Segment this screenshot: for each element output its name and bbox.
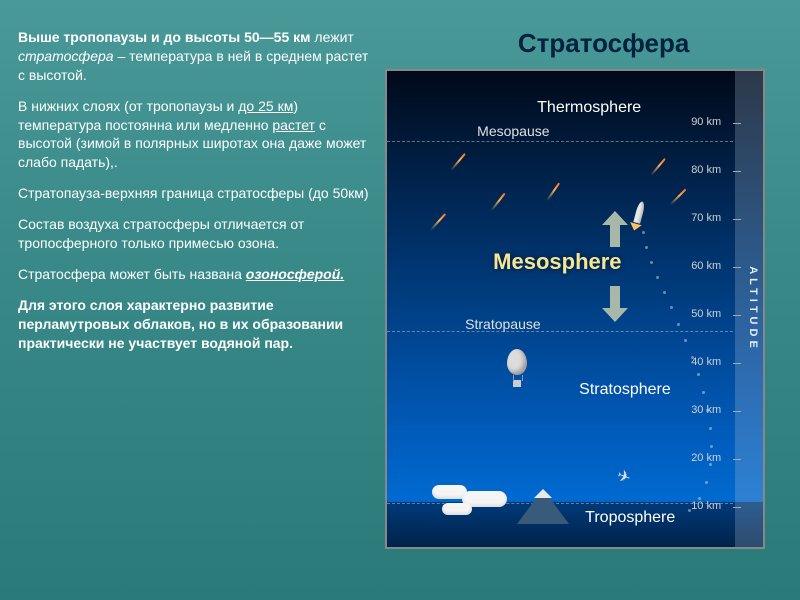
- slide-title: Стратосфера: [385, 28, 782, 59]
- meteor-icon: [650, 158, 666, 176]
- layer-mesopause: Mesopause: [477, 123, 549, 139]
- atmosphere-diagram: ALTITUDE 90 km 80 km 70 km 60 km 50 km 40 km 3…: [385, 69, 765, 549]
- altitude-tick: 90 km: [691, 116, 721, 128]
- mesosphere-arrow-up-icon: [602, 211, 628, 247]
- para-6: Для этого слоя характерно развитие перла…: [18, 296, 375, 353]
- ozonosphere-term: озоносферой.: [246, 266, 344, 282]
- meteor-icon: [546, 182, 560, 201]
- para-4: Состав воздуха стратосферы отличается от…: [18, 215, 375, 253]
- altitude-tick: 10 km: [691, 500, 721, 512]
- para-1: Выше тропопаузы и до высоты 50—55 км леж…: [18, 28, 375, 85]
- layer-thermosphere: Thermosphere: [537, 99, 641, 117]
- altitude-tick: 20 km: [691, 452, 721, 464]
- meteor-icon: [430, 213, 446, 231]
- balloon-icon: [507, 349, 527, 387]
- layer-stratopause: Stratopause: [465, 316, 541, 332]
- rocket-icon: [628, 200, 647, 232]
- layer-mesosphere: Mesosphere: [493, 249, 621, 275]
- cloud-icon: [442, 503, 472, 515]
- layer-stratosphere: Stratosphere: [579, 381, 671, 399]
- altitude-tick: 60 km: [691, 260, 721, 272]
- meteor-icon: [491, 193, 506, 212]
- altitude-tick: 30 km: [691, 404, 721, 416]
- meteor-icon: [670, 189, 687, 206]
- para-3: Стратопауза-верхняя граница стратосферы …: [18, 184, 375, 203]
- altitude-tick: 80 km: [691, 164, 721, 176]
- altitude-tick: 40 km: [691, 356, 721, 368]
- altitude-tick: 70 km: [691, 212, 721, 224]
- para-2: В нижних слоях (от тропопаузы и до 25 км…: [18, 97, 375, 173]
- layer-troposphere: Troposphere: [585, 509, 675, 527]
- mesopause-line: [387, 141, 733, 142]
- mesosphere-arrow-down-icon: [602, 286, 628, 322]
- p1-term: стратосфера: [18, 48, 114, 64]
- altitude-label: ALTITUDE: [747, 266, 759, 352]
- altitude-tick: 50 km: [691, 308, 721, 320]
- slide: Выше тропопаузы и до высоты 50—55 км леж…: [0, 0, 800, 600]
- meteor-icon: [450, 153, 466, 171]
- para-5: Стратосфера может быть названа озоносфер…: [18, 265, 375, 284]
- right-column: Стратосфера ALTITUDE 90 km 80 km 70 km 60 k…: [385, 28, 782, 582]
- airplane-icon: ✈: [614, 465, 633, 488]
- text-column: Выше тропопаузы и до высоты 50—55 км леж…: [18, 28, 385, 582]
- p1-bold: Выше тропопаузы и до высоты 50—55 км: [18, 29, 311, 45]
